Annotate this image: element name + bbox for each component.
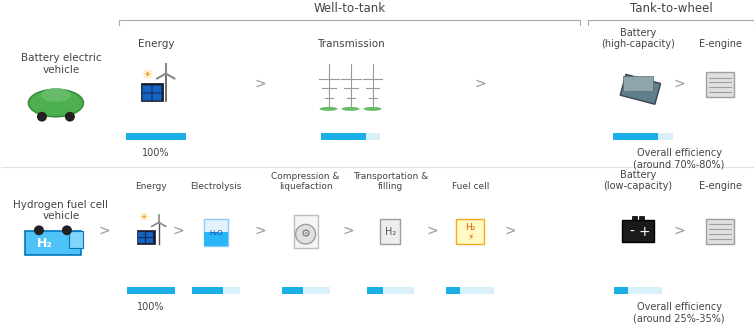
Bar [192,287,223,294]
Bar [639,215,644,220]
Text: ⚙: ⚙ [301,229,311,239]
Bar [632,215,637,220]
Ellipse shape [29,89,84,117]
Bar [146,232,153,237]
Bar [615,287,662,294]
Bar [446,287,460,294]
Bar [381,218,400,244]
Text: E-engine: E-engine [698,181,741,191]
Text: Battery
(high-capacity): Battery (high-capacity) [601,28,675,49]
Bar [138,238,145,243]
Bar [366,287,383,294]
Text: Transmission: Transmission [317,39,385,49]
Text: ☀: ☀ [143,69,153,82]
Text: >: > [173,223,185,237]
Text: -: - [630,225,635,239]
Text: Battery electric
vehicle: Battery electric vehicle [20,53,101,75]
Text: Transportation &
filling: Transportation & filling [353,172,428,191]
Bar [127,287,175,294]
Text: Electrolysis: Electrolysis [190,182,241,191]
Bar [623,76,653,91]
Bar [613,133,658,140]
Text: >: > [255,223,266,237]
Bar [142,86,151,92]
Text: H₂O: H₂O [209,230,222,236]
Text: Overall efficiency
(around 25%-35%): Overall efficiency (around 25%-35%) [633,302,725,323]
Text: >: > [98,223,109,237]
Bar [613,133,673,140]
Bar [615,287,627,294]
Bar [152,93,161,100]
Circle shape [65,112,75,122]
Bar [320,133,381,140]
Bar [25,231,81,255]
Ellipse shape [320,107,338,111]
Bar [141,84,163,101]
Text: 100%: 100% [137,302,164,312]
Bar [136,230,155,244]
Text: H₂
⚡: H₂ ⚡ [465,222,476,242]
Text: >: > [343,223,354,237]
Bar [126,133,185,140]
Text: ☀: ☀ [138,214,148,223]
Circle shape [62,225,72,235]
Bar [142,93,151,100]
Bar [126,133,185,140]
Ellipse shape [41,88,71,102]
Bar [706,218,734,244]
Ellipse shape [363,107,382,111]
Bar [146,238,153,243]
Text: H₂: H₂ [385,227,396,237]
Text: >: > [673,76,685,90]
Bar [204,232,228,246]
Text: Overall efficiency
(around 70%-80%): Overall efficiency (around 70%-80%) [633,148,725,170]
Bar [282,287,329,294]
Text: Compression &
liquefaction: Compression & liquefaction [271,172,340,191]
Text: >: > [474,76,486,90]
Bar [138,232,145,237]
Bar [706,72,734,97]
Bar [69,231,83,248]
Text: +: + [639,225,650,239]
Text: Fuel cell: Fuel cell [452,182,489,191]
Text: >: > [255,76,266,90]
Circle shape [37,112,47,122]
Bar [192,287,240,294]
Bar [293,215,317,248]
Bar [282,287,303,294]
Text: Hydrogen fuel cell
vehicle: Hydrogen fuel cell vehicle [14,200,109,221]
Bar [320,133,366,140]
Bar [622,220,654,242]
Bar [621,74,661,104]
Text: Battery
(low-capacity): Battery (low-capacity) [604,169,673,191]
Text: Energy: Energy [137,39,174,49]
Text: E-engine: E-engine [698,39,741,49]
Ellipse shape [296,224,316,244]
Bar [446,287,495,294]
Circle shape [34,225,44,235]
Text: >: > [504,223,516,237]
Bar [127,287,175,294]
Bar [456,218,484,244]
Ellipse shape [342,107,360,111]
Text: 100%: 100% [142,148,170,158]
Text: >: > [673,223,685,237]
Bar [204,218,228,246]
Text: Well-to-tank: Well-to-tank [314,2,385,15]
Text: H₂: H₂ [37,237,53,249]
Bar [366,287,415,294]
Bar [152,86,161,92]
Text: Tank-to-wheel: Tank-to-wheel [630,2,713,15]
Text: Energy: Energy [135,182,167,191]
Text: >: > [427,223,438,237]
